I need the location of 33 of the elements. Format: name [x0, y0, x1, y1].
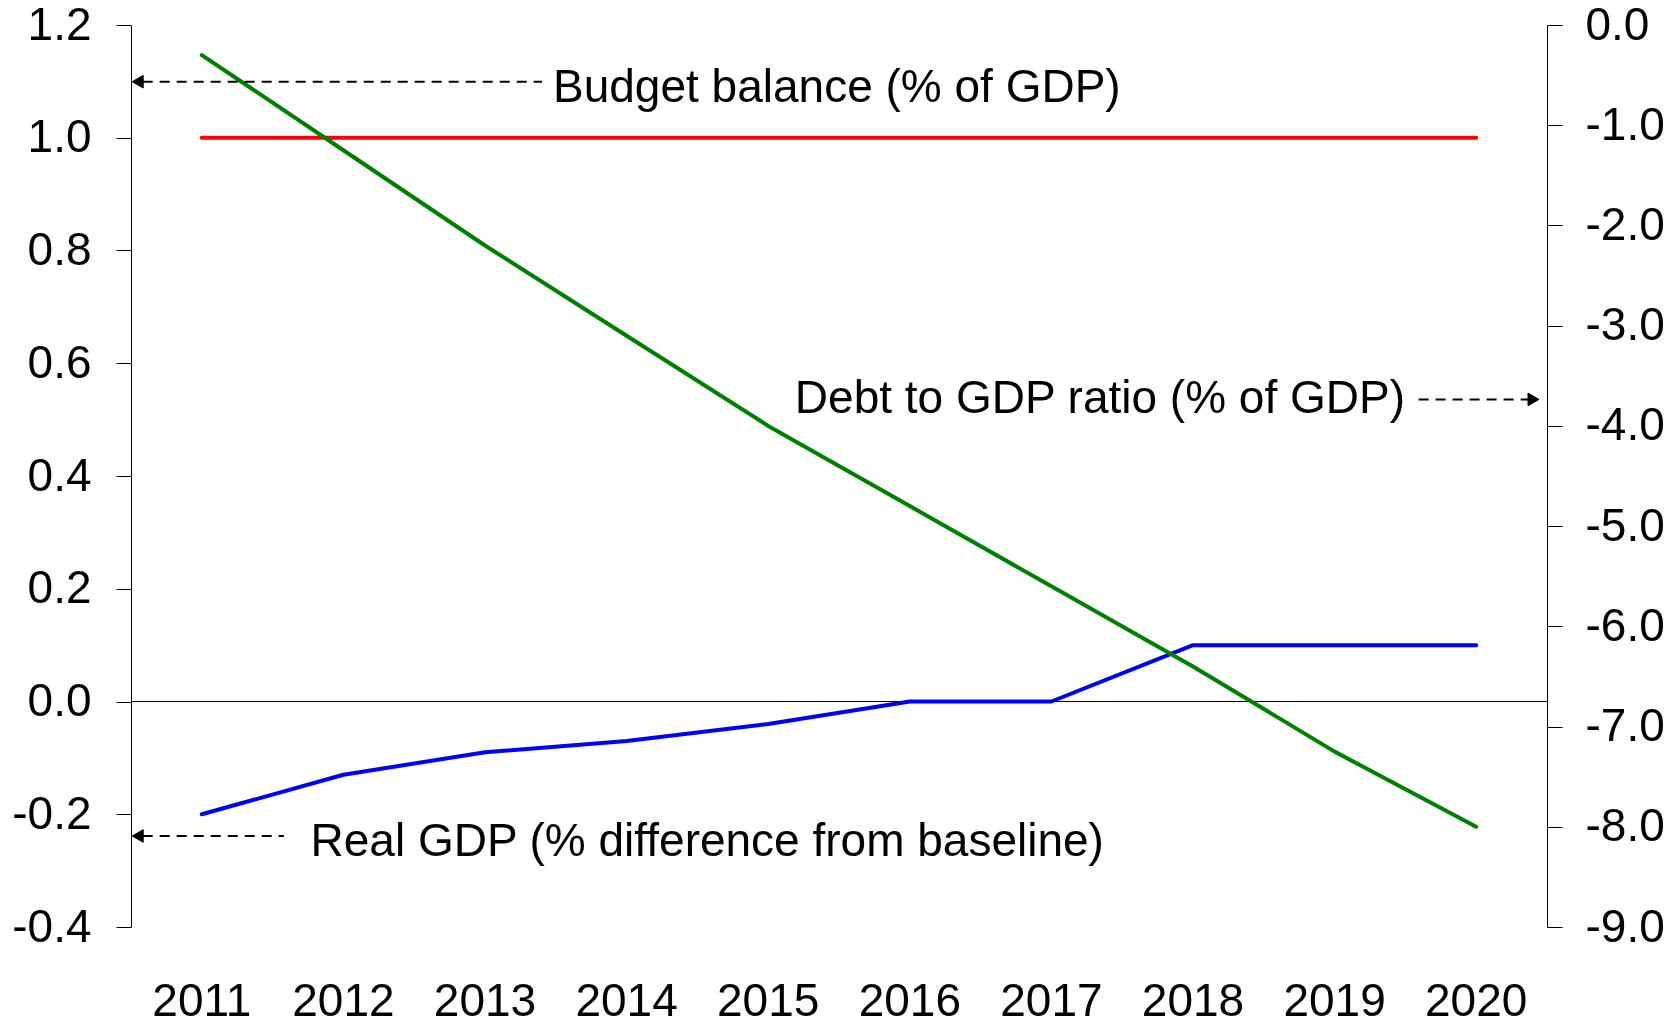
x-tick-label: 2012: [292, 973, 395, 1020]
y2-tick-label: 0.0: [1585, 0, 1650, 50]
x-tick-label: 2015: [717, 973, 820, 1020]
x-tick-label: 2017: [1000, 973, 1103, 1020]
y2-tick-label: -9.0: [1585, 899, 1665, 952]
x-tick-label: 2016: [858, 973, 961, 1020]
y-tick-label: 1.0: [27, 110, 92, 163]
annotation: Debt to GDP ratio (% of GDP): [794, 371, 1405, 423]
x-tick-label: 2011: [152, 973, 252, 1020]
x-tick-label: 2014: [575, 973, 678, 1020]
annotation: Real GDP (% difference from baseline): [310, 814, 1104, 866]
y2-tick-label: -3.0: [1585, 298, 1665, 351]
y2-tick-label: -4.0: [1585, 398, 1665, 451]
y2-tick-label: -5.0: [1585, 498, 1665, 551]
y-tick-label: 0.6: [27, 335, 92, 388]
x-tick-label: 2013: [433, 973, 537, 1020]
y2-tick-label: -7.0: [1585, 699, 1665, 752]
y-tick-label: 0.0: [27, 674, 92, 726]
x-tick-label: 2019: [1283, 973, 1386, 1020]
y2-tick-label: -6.0: [1585, 598, 1665, 651]
y2-tick-label: -8.0: [1585, 799, 1665, 852]
y-tick-label: 0.4: [27, 448, 92, 501]
x-tick-label: 2018: [1141, 973, 1245, 1020]
y-tick-label: 1.2: [27, 0, 92, 50]
annotation: Budget balance (% of GDP): [553, 59, 1121, 112]
y2-tick-label: -1.0: [1585, 97, 1665, 150]
x-tick-label: 2020: [1425, 973, 1528, 1020]
y-tick-label: 0.2: [27, 561, 92, 614]
line-series: [199, 643, 1479, 817]
y2-tick-label: -2.0: [1585, 197, 1665, 250]
y-tick-label: -0.4: [12, 899, 92, 952]
y-tick-label: -0.2: [12, 786, 92, 839]
y-tick-label: 0.8: [27, 223, 92, 275]
